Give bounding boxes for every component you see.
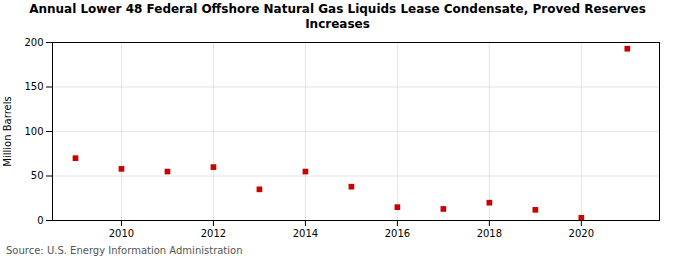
svg-text:200: 200 — [24, 37, 43, 48]
svg-text:2020: 2020 — [569, 228, 594, 239]
svg-text:100: 100 — [24, 126, 43, 137]
svg-text:2012: 2012 — [201, 228, 226, 239]
svg-text:2016: 2016 — [385, 228, 410, 239]
svg-text:2018: 2018 — [477, 228, 502, 239]
svg-text:Million Barrels: Million Barrels — [2, 96, 13, 166]
svg-text:150: 150 — [24, 81, 43, 92]
html-text:Source: U.S. Energy Informatio: Source: U.S. Energy Information Administ… — [6, 245, 243, 256]
html-text:Annual Lower 48 Federal Offsho: Annual Lower 48 Federal Offshore Natural… — [29, 2, 646, 31]
svg-text:2014: 2014 — [293, 228, 318, 239]
svg-text:2010: 2010 — [109, 228, 134, 239]
svg-text:0: 0 — [37, 215, 43, 226]
svg-text:50: 50 — [31, 170, 44, 181]
